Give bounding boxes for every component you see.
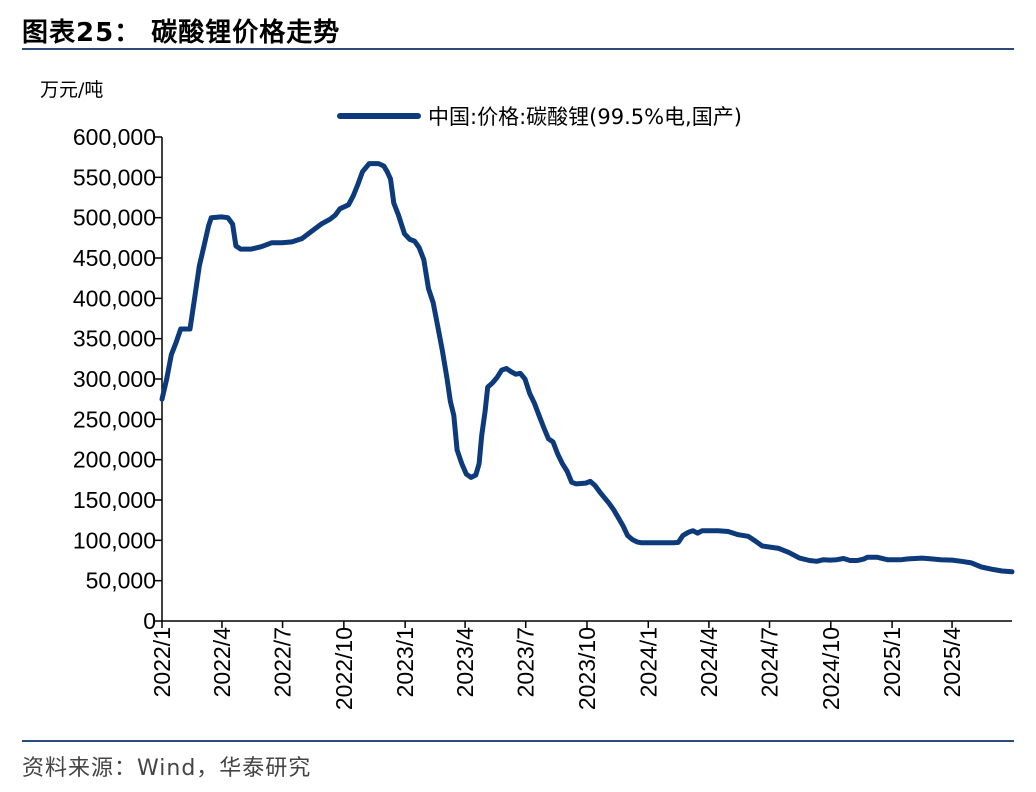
x-tick-label: 2022/1 [149, 627, 175, 697]
y-tick-label: 600,000 [73, 124, 156, 150]
x-tick-label: 2023/4 [452, 627, 478, 698]
x-tick-label: 2024/4 [696, 627, 722, 698]
source-rule [22, 740, 1014, 742]
x-tick-label: 2023/10 [574, 627, 600, 710]
y-tick-label: 0 [143, 608, 156, 634]
series-line-lithium-carbonate [159, 161, 1015, 575]
y-tick-label: 400,000 [73, 285, 156, 311]
y-tick-label: 550,000 [73, 164, 156, 190]
plot-area [159, 161, 1015, 575]
y-tick-label: 150,000 [73, 487, 156, 513]
source-note: 资料来源：Wind，华泰研究 [22, 756, 312, 781]
y-axis-unit-label: 万元/吨 [40, 79, 103, 101]
y-tick-label: 250,000 [73, 406, 156, 432]
y-tick-label: 100,000 [73, 527, 156, 553]
x-tick-label: 2024/7 [757, 627, 783, 697]
x-tick-label: 2023/1 [392, 627, 418, 697]
legend: 中国:价格:碳酸锂(99.5%电,国产) [337, 105, 742, 129]
legend-label: 中国:价格:碳酸锂(99.5%电,国产) [428, 105, 742, 129]
x-tick-label: 2023/7 [513, 627, 539, 697]
y-tick-label: 450,000 [73, 245, 156, 271]
y-tick-label: 200,000 [73, 447, 156, 473]
x-tick-label: 2022/10 [331, 627, 357, 710]
x-axis: 2022/1 2022/4 2022/7 2022/10 2023/1 2023/4 202… [149, 620, 1012, 710]
x-tick-label: 2022/4 [209, 627, 235, 698]
x-tick-label: 2025/1 [879, 627, 905, 697]
y-tick-label: 50,000 [86, 568, 156, 594]
x-tick-label: 2025/4 [939, 627, 965, 698]
title-rule [22, 48, 1014, 50]
y-tick-label: 500,000 [73, 205, 156, 231]
figure-title: 图表25： 碳酸锂价格走势 [22, 18, 341, 48]
x-tick-label: 2024/1 [635, 627, 661, 697]
x-tick-label: 2022/7 [270, 627, 296, 697]
y-axis: 0 50,000 100,000 150,000 200,000 250,000 300,0… [73, 124, 163, 634]
y-tick-label: 350,000 [73, 326, 156, 352]
x-tick-label: 2024/10 [818, 627, 844, 710]
y-tick-label: 300,000 [73, 366, 156, 392]
